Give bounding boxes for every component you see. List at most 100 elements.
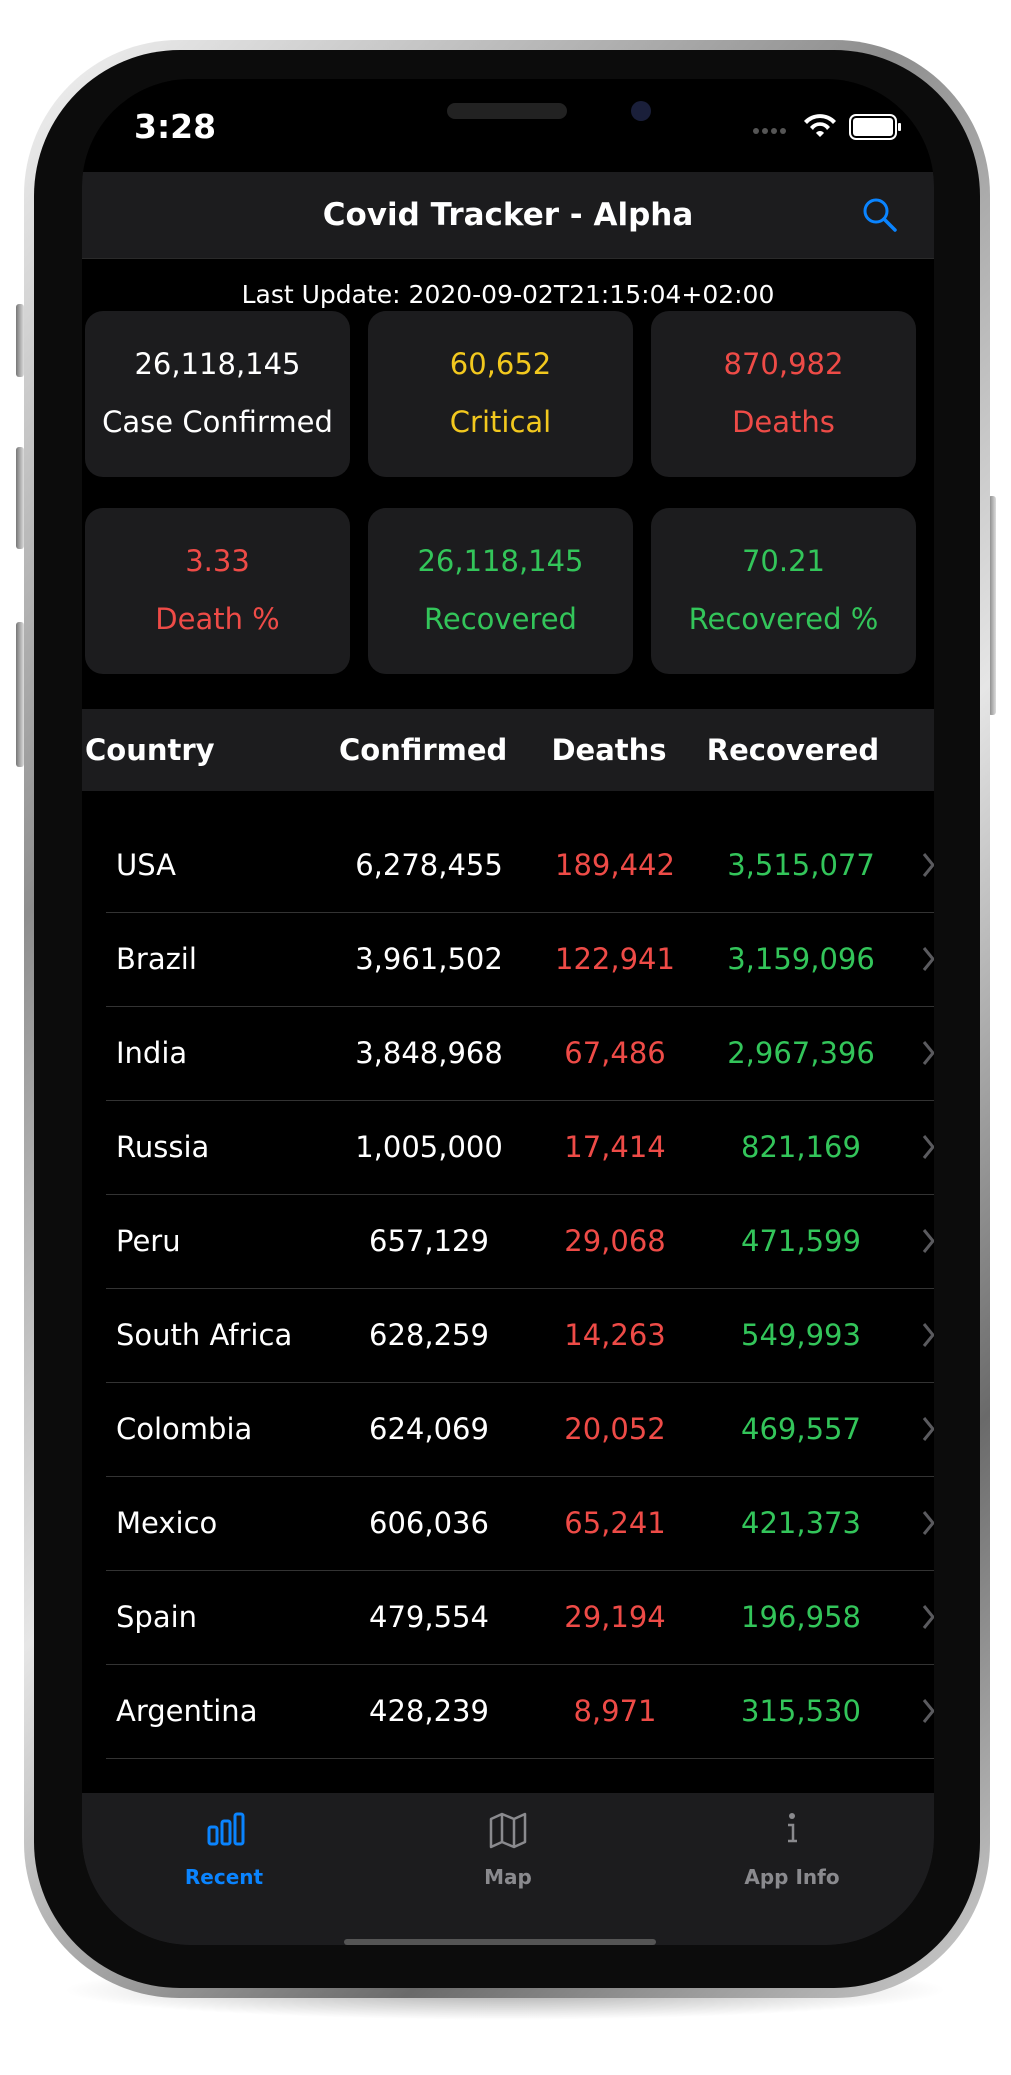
- table-cell: 2,967,396: [727, 1036, 875, 1070]
- table-row[interactable]: Russia 1,005,000 17,414 821,169: [82, 1100, 934, 1194]
- camera: [631, 101, 651, 121]
- row-separator: [106, 1100, 934, 1101]
- stat-value: 3.33: [185, 544, 250, 578]
- chevron: [922, 1605, 934, 1629]
- stat-label: Recovered: [424, 602, 577, 636]
- chevron: [922, 947, 934, 971]
- chevron-path: [922, 1229, 934, 1253]
- chevron: [922, 1511, 934, 1535]
- stat-label: Critical: [449, 405, 552, 439]
- table-cell: 67,486: [564, 1036, 666, 1070]
- chevron: [922, 1417, 934, 1441]
- home-indicator: [344, 1939, 656, 1945]
- table-row[interactable]: India 3,848,968 67,486 2,967,396: [82, 1006, 934, 1100]
- chevron-path: [922, 1041, 934, 1065]
- tab[interactable]: Recent: [82, 1793, 366, 1945]
- chevron: [922, 1323, 934, 1347]
- table-row[interactable]: USA 6,278,455 189,442 3,515,077: [82, 818, 934, 912]
- speaker: [447, 103, 567, 119]
- stat-value: 60,652: [449, 347, 552, 381]
- row-separator: [106, 1382, 934, 1383]
- table-cell: Brazil: [116, 942, 197, 976]
- stat-label: Case Confirmed: [102, 405, 333, 439]
- stat-label: Death %: [155, 602, 280, 636]
- chevron-path: [922, 1135, 934, 1159]
- table-cell: 65,241: [564, 1506, 666, 1540]
- table-cell: 8,971: [573, 1694, 657, 1728]
- table-row[interactable]: Peru 657,129 29,068 471,599: [82, 1194, 934, 1288]
- table-cell: 14,263: [564, 1318, 666, 1352]
- tab[interactable]: App Info: [650, 1793, 934, 1945]
- chevron-path: [922, 1699, 934, 1723]
- table-cell: 624,069: [369, 1412, 489, 1446]
- chevron-path: [922, 1417, 934, 1441]
- stat-label: Recovered %: [688, 602, 879, 636]
- column-header: Deaths: [551, 733, 667, 767]
- table-cell: Argentina: [116, 1694, 258, 1728]
- status-icons: [753, 114, 901, 140]
- table-cell: 29,194: [564, 1600, 666, 1634]
- column-header: Recovered: [706, 733, 880, 767]
- stat-card: 70.21 Recovered %: [651, 508, 916, 674]
- table-row[interactable]: Mexico 606,036 65,241 421,373: [82, 1476, 934, 1570]
- table-cell: Mexico: [116, 1506, 218, 1540]
- tab-icon: [207, 1812, 245, 1846]
- stat-card: 60,652 Critical: [368, 311, 633, 477]
- table-cell: Russia: [116, 1130, 210, 1164]
- table-cell: Peru: [116, 1224, 181, 1258]
- table-cell: 3,159,096: [727, 942, 875, 976]
- table-cell: Colombia: [116, 1412, 253, 1446]
- tab-label: Map: [484, 1865, 532, 1889]
- notch: [271, 79, 744, 165]
- table-cell: 6,278,455: [355, 848, 503, 882]
- table-row[interactable]: Argentina 428,239 8,971 315,530: [82, 1664, 934, 1758]
- tab-icon: [489, 1812, 527, 1849]
- table-cell: 29,068: [564, 1224, 666, 1258]
- table-cell: 196,958: [741, 1600, 861, 1634]
- tab-label: App Info: [744, 1865, 840, 1889]
- table-row[interactable]: Brazil 3,961,502 122,941 3,159,096: [82, 912, 934, 1006]
- stat-card: 26,118,145 Recovered: [368, 508, 633, 674]
- column-header: Country: [85, 733, 215, 767]
- nav-title: Covid Tracker - Alpha: [322, 197, 694, 233]
- table-cell: 471,599: [741, 1224, 861, 1258]
- stat-value: 26,118,145: [417, 544, 584, 578]
- table-cell: 122,941: [555, 942, 675, 976]
- table-cell: Spain: [116, 1600, 198, 1634]
- row-separator: [106, 912, 934, 913]
- chevron: [922, 1699, 934, 1723]
- table-cell: 3,848,968: [355, 1036, 503, 1070]
- chevron-path: [922, 947, 934, 971]
- stat-value: 70.21: [741, 544, 826, 578]
- row-separator: [106, 1476, 934, 1477]
- table-cell: 20,052: [564, 1412, 666, 1446]
- tab-icon: [788, 1813, 797, 1843]
- tab-bar: Recent Map App Info: [82, 1793, 934, 1945]
- table-cell: 189,442: [555, 848, 675, 882]
- row-separator: [106, 1664, 934, 1665]
- tab-label: Recent: [184, 1865, 264, 1889]
- table-cell: South Africa: [116, 1318, 293, 1352]
- table-cell: 3,515,077: [727, 848, 875, 882]
- stat-card: 3.33 Death %: [85, 508, 350, 674]
- table-cell: 821,169: [741, 1130, 861, 1164]
- table-cell: 3,961,502: [355, 942, 503, 976]
- search-button[interactable]: [862, 197, 898, 233]
- row-separator: [106, 1006, 934, 1007]
- stat-card: 26,118,145 Case Confirmed: [85, 311, 350, 477]
- table-cell: 606,036: [369, 1506, 489, 1540]
- table-cell: 17,414: [564, 1130, 666, 1164]
- stat-card: 870,982 Deaths: [651, 311, 916, 477]
- chevron-path: [922, 1323, 934, 1347]
- tab[interactable]: Map: [366, 1793, 650, 1945]
- table-row[interactable]: Spain 479,554 29,194 196,958: [82, 1570, 934, 1664]
- stat-label: Deaths: [732, 405, 835, 439]
- side-button: [988, 496, 996, 715]
- stat-value: 26,118,145: [134, 347, 301, 381]
- row-separator: [106, 1758, 934, 1759]
- screen: 3:28 Covid Tracker - Alpha Last Update: …: [82, 79, 934, 1945]
- row-separator: [106, 1570, 934, 1571]
- table-row[interactable]: South Africa 628,259 14,263 549,993: [82, 1288, 934, 1382]
- table-row[interactable]: Colombia 624,069 20,052 469,557: [82, 1382, 934, 1476]
